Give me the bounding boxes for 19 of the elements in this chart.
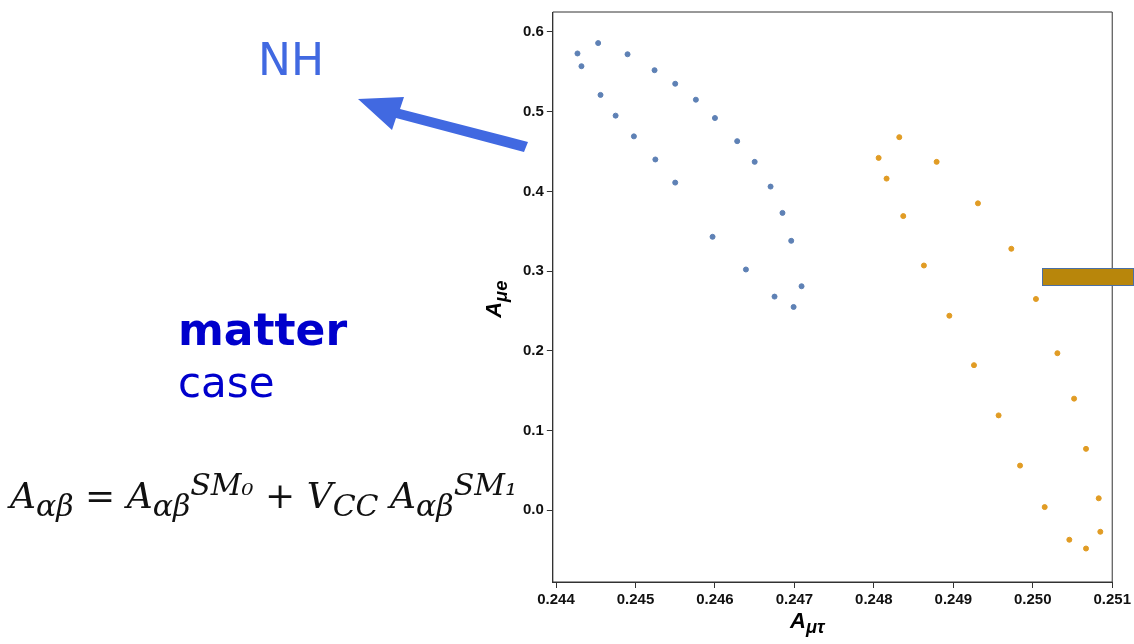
y-tick-label: 0.6 [522,22,544,40]
y-tick-label: 0.2 [522,340,544,358]
x-tick-label: 0.250 [1014,590,1052,608]
x-tick-label: 0.249 [934,590,973,608]
y-tick-label: 0.1 [522,420,544,438]
x-tick-label: 0.244 [537,590,576,608]
y-tick-label: 0.0 [522,500,544,518]
text: case [178,358,275,407]
x-tick-label: 0.246 [696,590,734,608]
x-tick-label: 0.247 [775,590,814,608]
x-tick-label: 0.251 [1093,590,1132,608]
text: matter [178,304,348,355]
x-tick-label: 0.248 [855,590,893,608]
x-axis-title: A$_{μτ}$ [790,608,825,639]
text: NH [258,34,324,85]
y-tick-label: 0.4 [522,181,545,199]
x-tick-label: 0.245 [616,590,655,608]
y-tick-label: 0.3 [522,261,544,279]
y-tick-label: 0.5 [522,101,544,119]
